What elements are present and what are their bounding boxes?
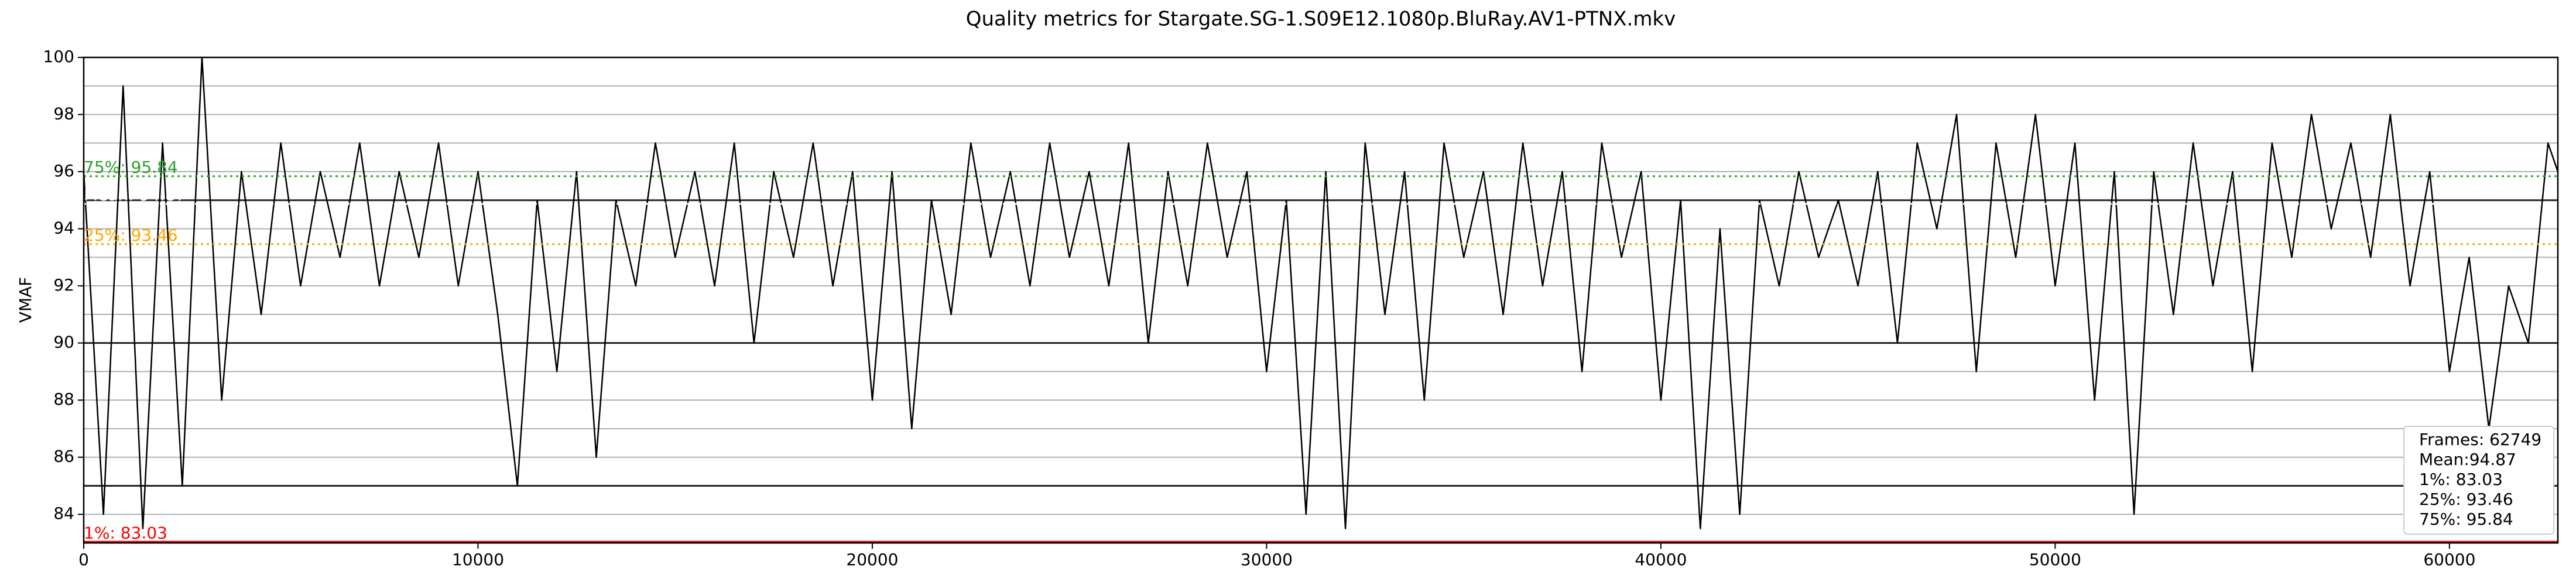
y-axis-label: VMAF bbox=[16, 277, 35, 323]
y-tick-label: 88 bbox=[53, 389, 74, 409]
stats-text: 1%: 83.03 bbox=[2419, 470, 2503, 489]
reference-label: Mean: 94.87 bbox=[84, 185, 186, 204]
reference-label: 1%: 83.03 bbox=[84, 524, 167, 543]
reference-label: 75%: 95.84 bbox=[84, 158, 178, 177]
plot-frame bbox=[83, 56, 2559, 544]
vmaf-line bbox=[83, 56, 2559, 529]
chart-title: Quality metrics for Stargate.SG-1.S09E12… bbox=[966, 8, 1676, 31]
y-tick-label: 84 bbox=[53, 504, 74, 523]
stats-text: 75%: 95.84 bbox=[2419, 510, 2513, 529]
x-tick-label: 60000 bbox=[2423, 550, 2475, 569]
y-tick-label: 92 bbox=[53, 275, 74, 295]
reference-label: 25%: 93.46 bbox=[84, 225, 178, 245]
y-tick-label: 94 bbox=[53, 218, 74, 238]
x-tick-label: 10000 bbox=[452, 550, 504, 569]
stats-text: Mean:94.87 bbox=[2419, 450, 2516, 469]
y-tick-label: 86 bbox=[53, 447, 74, 466]
y-tick-label: 100 bbox=[43, 47, 74, 66]
y-tick-label: 90 bbox=[53, 333, 74, 352]
x-tick-label: 40000 bbox=[1635, 550, 1687, 569]
x-tick-label: 30000 bbox=[1241, 550, 1293, 569]
stats-text: 25%: 93.46 bbox=[2419, 490, 2513, 509]
y-tick-label: 96 bbox=[53, 161, 74, 180]
x-tick-label: 20000 bbox=[846, 550, 898, 569]
x-tick-label: 50000 bbox=[2029, 550, 2081, 569]
y-tick-label: 98 bbox=[53, 104, 74, 124]
stats-text: Frames: 62749 bbox=[2419, 430, 2541, 449]
x-tick-label: 0 bbox=[78, 550, 89, 569]
stats-box bbox=[2403, 426, 2554, 535]
plot-area bbox=[84, 57, 2558, 543]
